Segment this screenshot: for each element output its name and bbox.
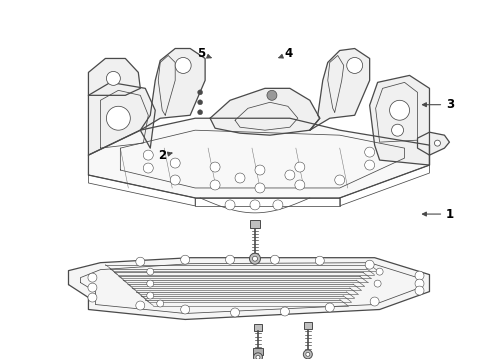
- Circle shape: [392, 124, 404, 136]
- Circle shape: [267, 90, 277, 100]
- Circle shape: [365, 260, 374, 269]
- Circle shape: [252, 256, 257, 261]
- Circle shape: [106, 106, 130, 130]
- Polygon shape: [210, 88, 320, 135]
- Circle shape: [88, 273, 97, 282]
- FancyBboxPatch shape: [254, 324, 262, 332]
- Circle shape: [335, 175, 345, 185]
- Circle shape: [210, 180, 220, 190]
- Circle shape: [303, 350, 312, 359]
- Circle shape: [175, 58, 191, 73]
- Circle shape: [365, 160, 375, 170]
- Circle shape: [370, 297, 379, 306]
- Circle shape: [325, 303, 334, 312]
- Circle shape: [347, 58, 363, 73]
- Circle shape: [306, 352, 310, 356]
- FancyBboxPatch shape: [304, 323, 312, 329]
- Circle shape: [415, 286, 424, 295]
- Circle shape: [376, 268, 383, 275]
- Polygon shape: [89, 82, 155, 155]
- Circle shape: [270, 255, 279, 264]
- Circle shape: [88, 293, 97, 302]
- Circle shape: [253, 353, 263, 360]
- Text: 3: 3: [422, 98, 454, 111]
- Circle shape: [157, 300, 164, 307]
- Polygon shape: [89, 118, 429, 198]
- Circle shape: [147, 280, 154, 287]
- Circle shape: [365, 147, 375, 157]
- Polygon shape: [140, 49, 205, 130]
- Circle shape: [315, 256, 324, 265]
- Circle shape: [143, 163, 153, 173]
- Circle shape: [170, 158, 180, 168]
- Circle shape: [255, 165, 265, 175]
- Circle shape: [197, 100, 203, 105]
- Circle shape: [249, 253, 261, 264]
- Polygon shape: [417, 132, 449, 155]
- Text: 5: 5: [197, 47, 211, 60]
- Circle shape: [415, 279, 424, 288]
- Circle shape: [280, 307, 290, 316]
- Circle shape: [181, 255, 190, 264]
- Circle shape: [374, 280, 381, 287]
- Text: 2: 2: [158, 149, 172, 162]
- Circle shape: [435, 140, 441, 146]
- Circle shape: [170, 175, 180, 185]
- Circle shape: [197, 90, 203, 95]
- FancyBboxPatch shape: [250, 220, 260, 228]
- Circle shape: [295, 180, 305, 190]
- Circle shape: [225, 255, 235, 264]
- Circle shape: [136, 257, 145, 266]
- Polygon shape: [69, 258, 429, 319]
- Circle shape: [415, 271, 424, 280]
- Polygon shape: [310, 49, 369, 130]
- Circle shape: [136, 301, 145, 310]
- Text: 4: 4: [279, 47, 293, 60]
- Circle shape: [106, 71, 121, 85]
- FancyBboxPatch shape: [253, 348, 263, 355]
- Polygon shape: [369, 75, 429, 165]
- Circle shape: [273, 200, 283, 210]
- Circle shape: [230, 308, 240, 317]
- Circle shape: [181, 305, 190, 314]
- Circle shape: [390, 100, 410, 120]
- Circle shape: [256, 355, 260, 359]
- Circle shape: [88, 283, 97, 292]
- Circle shape: [225, 200, 235, 210]
- Polygon shape: [89, 58, 140, 95]
- Circle shape: [147, 268, 154, 275]
- Circle shape: [147, 292, 154, 299]
- Circle shape: [143, 150, 153, 160]
- Circle shape: [235, 173, 245, 183]
- Text: 1: 1: [422, 208, 454, 221]
- Circle shape: [255, 183, 265, 193]
- Circle shape: [295, 162, 305, 172]
- Circle shape: [250, 200, 260, 210]
- Circle shape: [210, 162, 220, 172]
- Circle shape: [197, 110, 203, 115]
- Circle shape: [285, 170, 295, 180]
